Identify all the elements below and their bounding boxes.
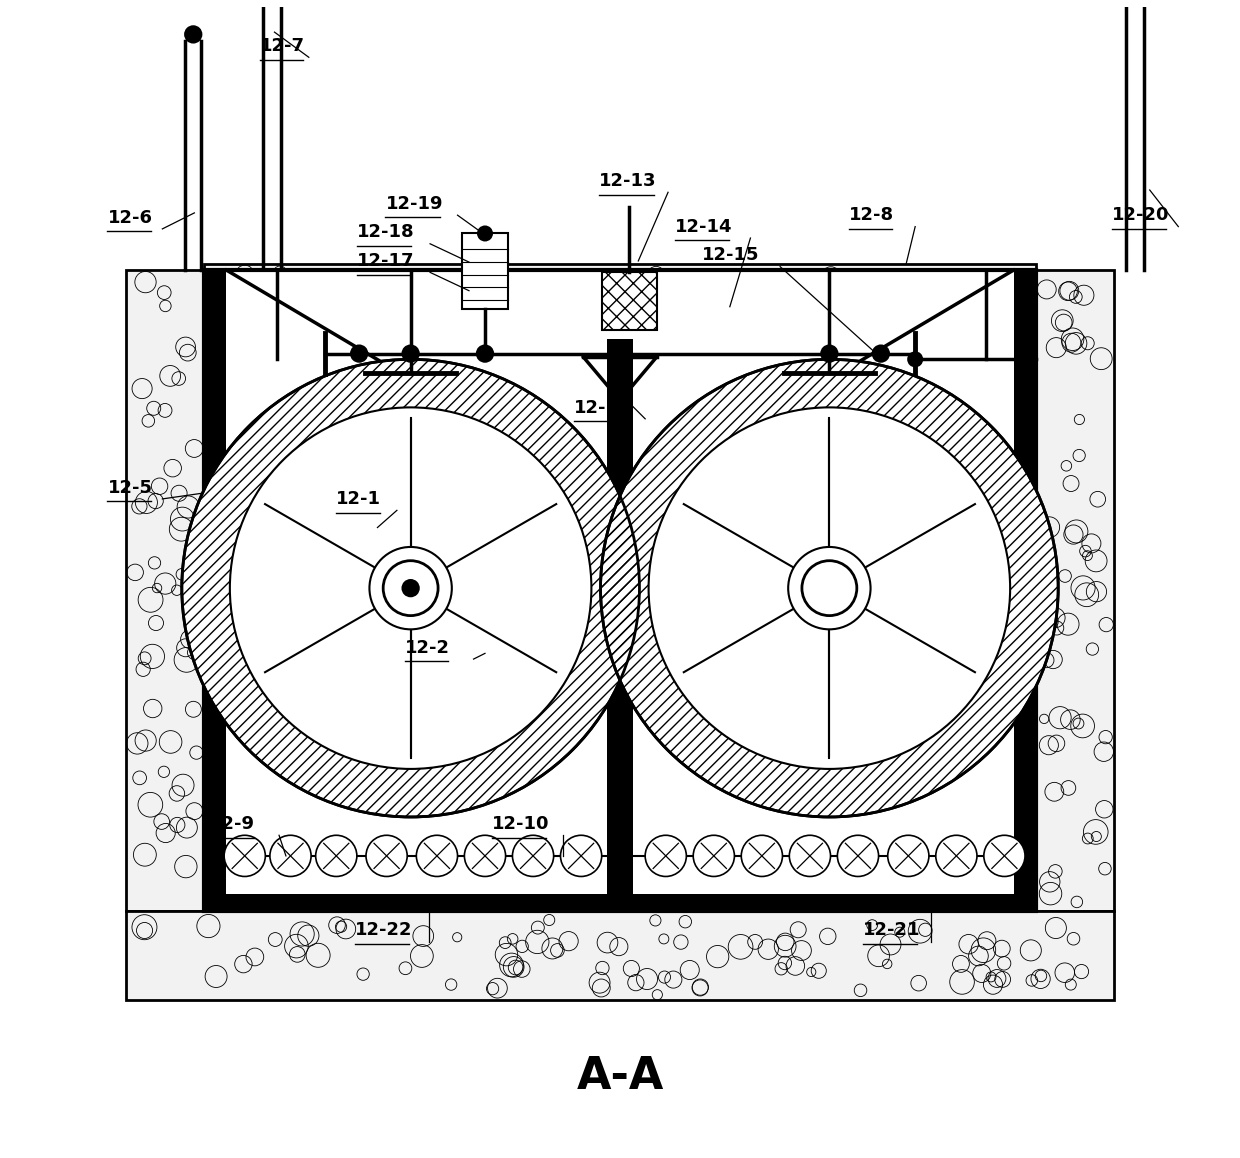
Bar [601,272,657,330]
Circle shape [417,835,458,877]
Circle shape [936,835,977,877]
Text: 12-19: 12-19 [386,195,443,213]
Circle shape [182,359,640,818]
Text: A-A: A-A [577,1055,663,1098]
Circle shape [649,408,1011,769]
Bar [1013,270,1037,911]
Circle shape [465,835,506,877]
Circle shape [820,344,838,362]
Circle shape [366,835,407,877]
Text: 12-8: 12-8 [849,206,894,225]
Text: 12-10: 12-10 [492,815,549,833]
Circle shape [645,835,687,877]
Circle shape [402,579,420,598]
Circle shape [837,835,879,877]
Circle shape [693,835,734,877]
Bar [125,911,1115,1001]
Bar [608,339,632,894]
Bar [125,270,203,911]
Text: 12-22: 12-22 [355,922,412,939]
Circle shape [512,835,553,877]
Circle shape [872,344,890,362]
Circle shape [908,351,924,367]
Circle shape [224,835,265,877]
Circle shape [888,835,929,877]
Circle shape [560,835,601,877]
Circle shape [370,547,451,629]
Text: 12-18: 12-18 [357,223,414,242]
Text: 12-9: 12-9 [211,815,255,833]
Bar [203,270,227,911]
Bar [1037,270,1115,911]
Circle shape [600,359,1058,818]
Bar [203,264,1037,334]
Text: 12-14: 12-14 [675,218,733,236]
Text: 12-13: 12-13 [599,173,657,190]
Text: 12-15: 12-15 [702,247,760,264]
Text: 12-16: 12-16 [574,398,631,417]
Circle shape [790,835,831,877]
Circle shape [270,835,311,877]
Text: 12-20: 12-20 [1112,206,1169,225]
Circle shape [476,344,495,362]
Text: 12-2: 12-2 [405,639,450,657]
Circle shape [383,560,438,616]
Circle shape [477,226,494,242]
Bar [203,894,1037,911]
Circle shape [402,344,420,362]
Circle shape [983,835,1025,877]
Circle shape [184,25,202,44]
Text: 12-21: 12-21 [863,922,920,939]
Circle shape [802,560,857,616]
Text: 12-1: 12-1 [336,490,381,508]
Circle shape [316,835,357,877]
Circle shape [610,390,630,411]
Text: 12-5: 12-5 [108,478,153,497]
Text: 12-7: 12-7 [259,37,305,54]
Text: 12-6: 12-6 [108,208,153,227]
Circle shape [742,835,782,877]
Bar [463,234,508,309]
Circle shape [229,408,591,769]
Circle shape [350,344,368,362]
Text: 12-17: 12-17 [357,252,414,270]
Circle shape [789,547,870,629]
Bar [203,270,1037,911]
